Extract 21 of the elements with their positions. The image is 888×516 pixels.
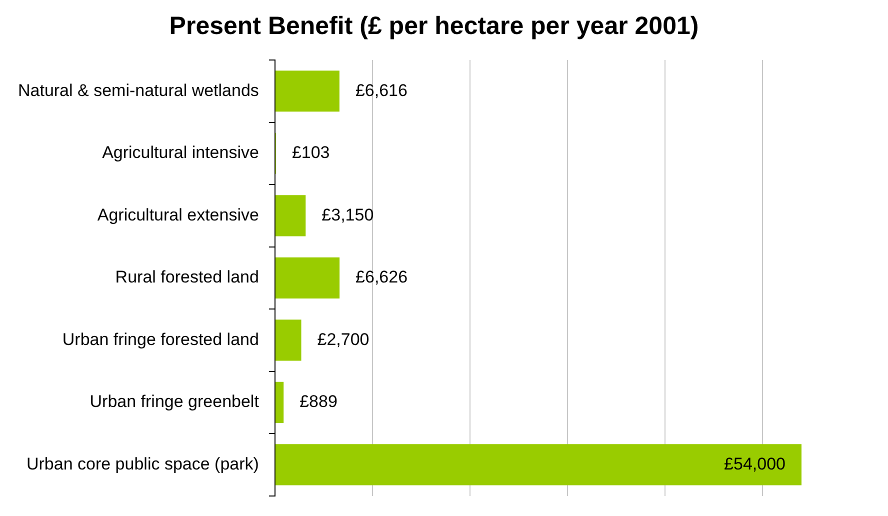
data-label: £6,616 (355, 80, 408, 100)
data-label: £6,626 (356, 268, 408, 287)
data-label: £2,700 (317, 330, 370, 349)
bar (275, 195, 306, 236)
chart-title: Present Benefit (£ per hectare per year 2001) (169, 12, 699, 40)
y-tick-label: Rural forested land (115, 268, 259, 287)
bar (275, 257, 340, 298)
bar (275, 382, 284, 423)
bar (275, 70, 340, 112)
y-tick-label: Agricultural intensive (102, 143, 259, 162)
y-tick-label: Urban core public space (park) (26, 454, 259, 474)
y-tick-label: Urban fringe greenbelt (90, 392, 260, 412)
data-label: £889 (300, 392, 338, 412)
data-label: £103 (292, 143, 330, 162)
data-label: £3,150 (322, 205, 374, 224)
y-tick-label: Natural & semi-natural wetlands (18, 80, 259, 100)
data-label: £54,000 (724, 454, 786, 474)
y-tick-label: Agricultural extensive (97, 205, 259, 224)
bar (275, 444, 802, 486)
bar (275, 320, 302, 361)
y-tick-label: Urban fringe forested land (62, 330, 259, 349)
